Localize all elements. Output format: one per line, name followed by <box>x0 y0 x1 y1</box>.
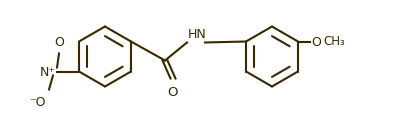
Text: O: O <box>54 35 64 48</box>
Text: HN: HN <box>188 28 207 41</box>
Text: ⁻O: ⁻O <box>30 96 46 109</box>
Text: N⁺: N⁺ <box>40 65 56 78</box>
Text: CH₃: CH₃ <box>323 35 345 48</box>
Text: O: O <box>168 85 178 98</box>
Text: O: O <box>311 36 321 49</box>
